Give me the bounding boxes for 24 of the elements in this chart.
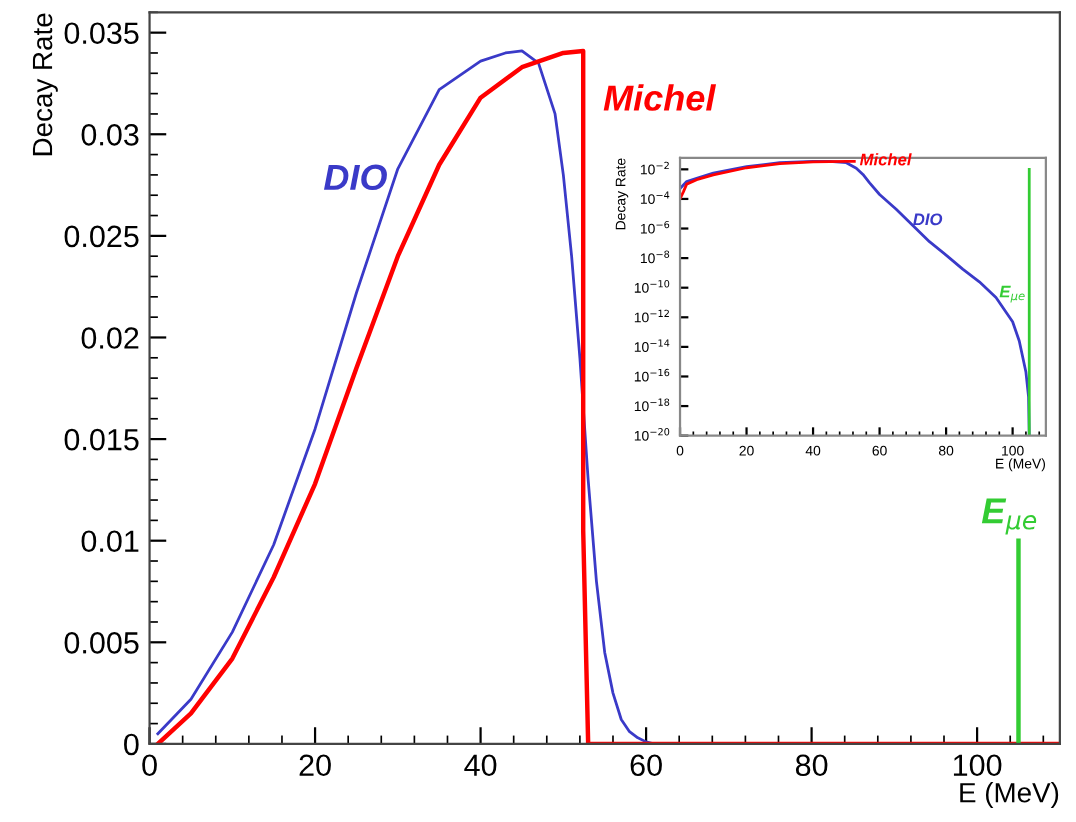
x-tick-label: 0: [142, 754, 157, 777]
series-label: DIO: [323, 164, 387, 191]
y-tick-label: 0.01: [81, 530, 139, 553]
line-series: [680, 160, 856, 201]
x-tick-label: 100: [953, 754, 1002, 777]
x-tick-label: 60: [630, 754, 662, 777]
y-tick-label: 0.005: [64, 632, 139, 654]
y-tick-label: 0: [124, 733, 139, 756]
y-axis-title: Decay Rate: [32, 13, 58, 156]
y-tick-label: 0.03: [81, 124, 139, 146]
x-axis-title: E (MeV): [960, 782, 1059, 808]
series-label: E$_{μe}$: [981, 498, 1037, 535]
series-label: DIO: [913, 213, 943, 226]
series-label: E$_{μe}$: [999, 285, 1025, 303]
series-label: Michel: [603, 84, 717, 111]
y-tick-label: 0.035: [64, 22, 139, 45]
line-series: [155, 48, 1060, 744]
y-tick-label: 0.015: [64, 428, 139, 451]
x-tick-label: 80: [795, 754, 828, 777]
x-tick-label: 20: [299, 754, 331, 777]
x-tick-label: 40: [464, 754, 497, 777]
y-tick-label: 0.025: [64, 225, 139, 248]
y-tick-label: 0.02: [81, 327, 139, 349]
series-label: Michel: [859, 153, 912, 166]
